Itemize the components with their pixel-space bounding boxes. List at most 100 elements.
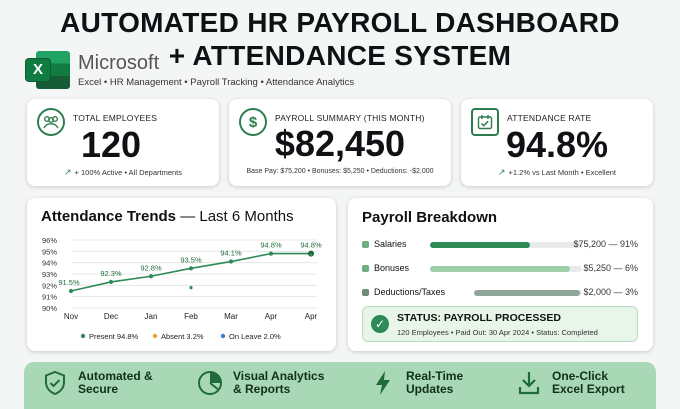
payroll-row-bar — [430, 266, 582, 272]
shield-check-icon — [42, 370, 68, 396]
payroll-row-bar-fill — [474, 290, 580, 296]
y-tick-label: 92% — [42, 281, 57, 290]
payroll-row-name: Bonuses — [374, 263, 410, 273]
payroll-summary-label: PAYROLL SUMMARY (THIS MONTH) — [275, 113, 425, 123]
payroll-row-value: $75,200 — 91% — [573, 239, 638, 249]
dollar-icon: $ — [239, 108, 267, 136]
title-line-1: AUTOMATED HR PAYROLL DASHBOARD — [60, 7, 620, 38]
pie-chart-icon — [197, 370, 223, 396]
employees-footer: ↗ + 100% Active • All Departments — [63, 167, 183, 177]
feature-2-line-2: & Reports — [233, 382, 291, 396]
legend-swatch — [362, 265, 369, 272]
excel-logo-icon: X — [26, 51, 70, 89]
payroll-row-bar — [474, 290, 582, 296]
data-point — [228, 259, 234, 264]
x-tick-label: Mar — [224, 312, 238, 321]
payroll-summary-card: $ PAYROLL SUMMARY (THIS MONTH) $82,450 B… — [229, 99, 451, 186]
data-point — [108, 279, 114, 285]
payroll-row-bar — [430, 242, 582, 248]
people-icon — [37, 108, 65, 136]
legend-dot — [220, 333, 226, 339]
payroll-row-name: Salaries — [374, 239, 407, 249]
y-tick-label: 94% — [42, 259, 57, 268]
feature-1-line-1: Automated & — [78, 369, 153, 383]
features-banner: Automated & Secure Visual Analytics & Repo… — [24, 362, 656, 409]
lightning-icon — [370, 370, 396, 396]
data-label: 91.5% — [58, 278, 80, 287]
download-icon — [516, 370, 542, 396]
y-tick-label: 93% — [42, 270, 57, 279]
legend-label: Present 94.8% — [89, 332, 139, 341]
attendance-rate-value: 94.8% — [505, 124, 609, 165]
payroll-row: Salaries $75,200 — 91% — [362, 238, 638, 252]
feature-4-line-2: Excel Export — [552, 382, 625, 396]
x-tick-label: Apr — [305, 312, 318, 321]
payroll-breakdown-card: Payroll Breakdown Salaries $75,200 — 91% B… — [348, 198, 653, 351]
data-point — [268, 251, 274, 256]
legend-swatch — [362, 289, 369, 296]
payroll-summary-footer: Base Pay: $75,200 • Bonuses: $5,250 • De… — [246, 168, 434, 175]
payroll-status-box: ✓ STATUS: PAYROLL PROCESSED 120 Employee… — [362, 306, 638, 342]
brand-subtitle: Excel • HR Management • Payroll Tracking… — [78, 77, 355, 88]
attendance-rate-footer: ↗ +1.2% vs Last Month • Excellent — [497, 167, 617, 177]
data-label: 93.5% — [180, 255, 202, 264]
data-point — [148, 274, 154, 279]
data-label: 92.3% — [100, 269, 122, 278]
y-tick-label: 95% — [42, 247, 57, 256]
payroll-row-value: $2,000 — 3% — [583, 287, 638, 297]
x-tick-label: Jan — [145, 312, 158, 321]
title-line-2: + ATTENDANCE SYSTEM — [168, 40, 512, 71]
y-tick-label: 91% — [42, 293, 57, 302]
page-title: AUTOMATED HR PAYROLL DASHBOARD + ATTENDA… — [0, 6, 680, 72]
data-point — [188, 266, 194, 271]
employees-card: TOTAL EMPLOYEES 120 ↗ + 100% Active • All… — [27, 99, 219, 186]
brand: X Microsoft Excel • HR Management • Payr… — [26, 51, 354, 89]
y-tick-label: 96% — [42, 236, 57, 245]
status-title: STATUS: PAYROLL PROCESSED — [397, 312, 561, 324]
data-label: 94.8% — [300, 241, 322, 250]
payroll-row-bar-fill — [430, 242, 531, 248]
chart-title-main: Attendance Trends — [41, 208, 177, 225]
feature-3-line-2: Updates — [406, 382, 454, 396]
feature-automated-secure: Automated & Secure — [42, 370, 153, 396]
legend-label: On Leave 2.0% — [229, 332, 281, 341]
calendar-check-icon — [471, 108, 499, 136]
payroll-summary-value: $82,450 — [274, 123, 406, 164]
feature-2-line-1: Visual Analytics — [233, 369, 325, 383]
feature-1-line-2: Secure — [78, 382, 119, 396]
feature-excel-export: One-Click Excel Export — [516, 370, 625, 396]
x-tick-label: Feb — [184, 312, 198, 321]
data-point — [189, 286, 193, 290]
feature-visual-analytics: Visual Analytics & Reports — [197, 370, 324, 396]
data-point — [309, 253, 313, 257]
data-label: 94.1% — [220, 249, 242, 258]
attendance-rate-card: ATTENDANCE RATE 94.8% ↗ +1.2% vs Last Mon… — [461, 99, 653, 186]
feature-4-line-1: One-Click — [552, 369, 609, 383]
feature-3-line-1: Real-Time — [406, 369, 464, 383]
attendance-rate-label: ATTENDANCE RATE — [507, 113, 592, 123]
y-tick-label: 90% — [42, 304, 57, 313]
data-label: 92.8% — [140, 263, 162, 272]
payroll-row: Bonuses $5,250 — 6% — [362, 262, 638, 276]
check-circle-icon: ✓ — [371, 315, 389, 333]
chart-title-rest: — Last 6 Months — [176, 208, 294, 225]
x-tick-label: Dec — [104, 312, 118, 321]
feature-real-time: Real-Time Updates — [370, 370, 463, 396]
status-detail: 120 Employees • Paid Out: 30 Apr 2024 • … — [397, 328, 598, 337]
trend-up-icon: ↗ — [63, 167, 72, 177]
x-tick-label: Apr — [265, 312, 278, 321]
payroll-row: Deductions/Taxes $2,000 — 3% — [362, 286, 638, 300]
brand-name: Microsoft — [78, 52, 160, 74]
legend-label: Absent 3.2% — [161, 332, 204, 341]
legend-dot — [152, 333, 158, 339]
attendance-line-chart: 90% 91% 92% 93% 94% 95% 96% Nov Dec Jan Feb Mar Apr A… — [42, 236, 322, 341]
data-point — [68, 288, 74, 294]
payroll-row-name: Deductions/Taxes — [374, 287, 446, 297]
legend-swatch — [362, 241, 369, 248]
x-tick-label: Nov — [64, 312, 78, 321]
employees-label: TOTAL EMPLOYEES — [73, 113, 158, 123]
data-label: 94.8% — [260, 241, 282, 250]
chart-title: Attendance Trends — Last 6 Months — [41, 208, 294, 225]
payroll-breakdown-title: Payroll Breakdown — [362, 209, 498, 226]
employees-value: 120 — [80, 124, 142, 165]
